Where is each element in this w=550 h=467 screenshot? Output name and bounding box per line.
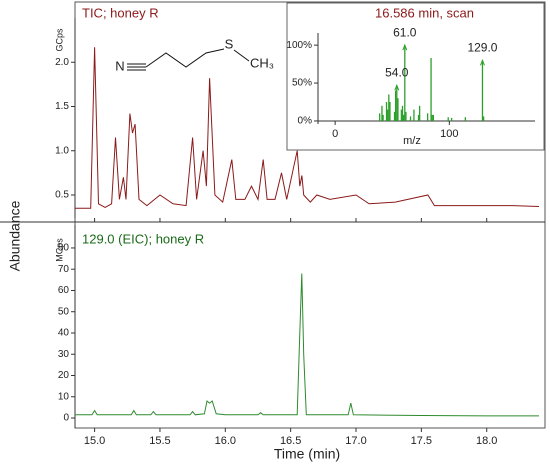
x-tick-label: 100 [440, 128, 458, 140]
panel-title: TIC; honey R [82, 5, 159, 20]
inset-box [286, 2, 545, 151]
y-tick-label: 0 [63, 413, 69, 424]
peak-label: 61.0 [393, 25, 417, 39]
x-axis-label: Time (min) [274, 446, 340, 462]
peak-label: 129.0 [467, 40, 497, 54]
y-unit-label: MCps [54, 238, 64, 262]
x-tick-label: 0 [332, 128, 338, 140]
y-tick-label: 80 [58, 243, 70, 254]
trace [75, 273, 539, 417]
panel-title: 16.586 min, scan [375, 5, 474, 20]
x-tick-label: 16.0 [215, 435, 236, 447]
chromatogram-panel: 129.0 (EIC); honey R MCps 0 10 20 30 40 50 60 70 8… [54, 218, 539, 462]
y-tick-label: 2.0 [55, 57, 69, 68]
peak-arrow [402, 43, 408, 51]
y-tick-label: 20 [58, 370, 70, 381]
y-unit-label: GCps [54, 28, 64, 52]
y-tick-label: 10 [58, 391, 70, 402]
y-tick-label: 60 [58, 285, 70, 296]
atom-label: N [115, 58, 124, 73]
trace [75, 47, 540, 209]
y-axis-label: Abundance [7, 200, 23, 271]
y-tick-label: 0.5 [55, 190, 69, 201]
x-axis-label: m/z [403, 135, 421, 147]
y-tick-label: 50 [58, 306, 70, 317]
chromatogram-panel: TIC; honey R GCps 0.5 1.0 1.5 2.0 [54, 5, 540, 218]
x-tick-label: 18.0 [476, 435, 497, 447]
atom-label: S [225, 36, 234, 51]
x-tick-label: 15.5 [149, 435, 170, 447]
peak-label: 54.0 [385, 65, 409, 79]
y-tick-label: 40 [58, 328, 70, 339]
inset-spectrum: 16.586 min, scan 0% 50% 100% 0 100 m/z 54.0 61.0… [286, 2, 545, 151]
y-tick-label: 100% [286, 40, 312, 51]
bond [233, 49, 250, 62]
peak-arrow [479, 58, 485, 66]
y-tick-label: 30 [58, 349, 70, 360]
y-tick-label: 1.5 [55, 101, 69, 112]
y-tick-label: 0% [298, 116, 313, 127]
peak-arrow [394, 83, 400, 91]
bond-chain [145, 48, 225, 68]
atom-label: CH₃ [250, 55, 274, 70]
y-tick-label: 1.0 [55, 145, 69, 156]
x-tick-label: 17.5 [411, 435, 432, 447]
x-tick-label: 16.5 [280, 435, 301, 447]
structure: N S CH₃ [115, 36, 274, 73]
panel-title: 129.0 (EIC); honey R [82, 231, 204, 246]
x-tick-label: 17.0 [345, 435, 366, 447]
y-tick-label: 70 [58, 264, 70, 275]
y-tick-label: 50% [292, 78, 312, 89]
x-tick-label: 15.0 [84, 435, 105, 447]
